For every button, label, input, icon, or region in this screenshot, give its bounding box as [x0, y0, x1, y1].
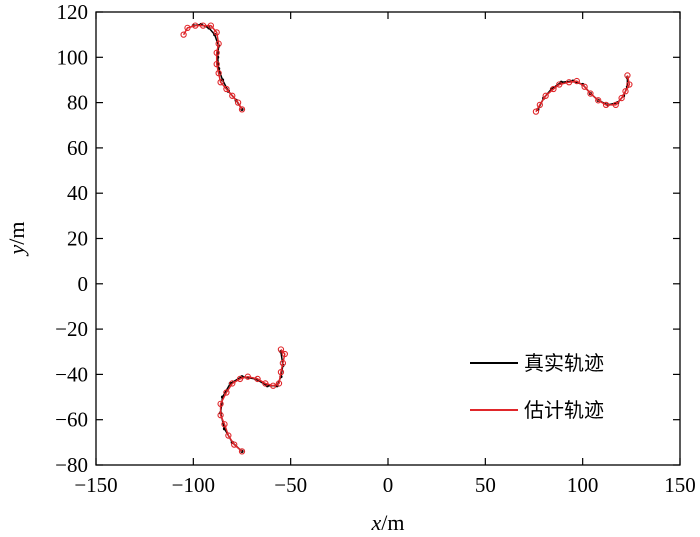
y-tick-label: 100: [57, 45, 89, 69]
estimated-point: [236, 375, 244, 383]
legend-label-estimated: 估计轨迹: [524, 398, 604, 422]
axis-tick-labels: −150 −100 −50 0 50 100 150 −80 −60 −40 −20 0 20 40 60 8…: [55, 0, 696, 497]
estimated-point: [215, 40, 222, 47]
estimated-point: [207, 22, 215, 29]
x-tick-label: 100: [567, 473, 599, 497]
x-axis-label-unit: /m: [381, 510, 404, 535]
y-axis-label-var: y: [4, 245, 29, 257]
estimated-point: [217, 412, 224, 419]
y-tick-label: 120: [57, 0, 89, 24]
y-tick-label: −40: [55, 362, 88, 386]
estimated-point: [229, 92, 236, 99]
y-tick-label: 80: [67, 91, 88, 115]
estimated-point: [277, 346, 285, 353]
estimated-point: [217, 400, 224, 407]
x-tick-label: 0: [383, 473, 394, 497]
estimated-point: [581, 83, 588, 90]
estimated-point: [262, 380, 269, 387]
estimated-point: [223, 389, 230, 396]
estimated-point: [281, 350, 288, 358]
estimated-point: [244, 373, 251, 380]
series-true-trajectory: [191, 22, 630, 454]
estimated-point: [223, 85, 230, 93]
trajectory-line-3: [219, 349, 286, 452]
axis-ticks: [95, 11, 681, 466]
estimated-point: [550, 85, 557, 93]
estimated-point: [565, 79, 573, 86]
x-tick-label: −150: [74, 473, 117, 497]
estimated-point: [229, 380, 236, 387]
x-axis-label-var: x: [371, 510, 382, 535]
x-axis-label: x/m: [371, 510, 405, 535]
estimated-point: [269, 382, 277, 389]
estimated-point: [192, 22, 199, 29]
estimated-point: [587, 90, 594, 97]
trajectory-line-1: [182, 24, 243, 110]
estimated-point: [231, 441, 238, 448]
estimated-point: [602, 101, 610, 109]
estimated-point: [277, 368, 285, 376]
x-tick-label: 50: [475, 473, 496, 497]
series-estimated-trajectory: [180, 22, 633, 455]
estimated-point: [595, 97, 602, 104]
estimated-point: [556, 81, 563, 88]
estimated-point: [275, 380, 283, 387]
series-layer: [180, 22, 633, 455]
y-tick-label: 40: [67, 181, 88, 205]
y-tick-label: 60: [67, 136, 88, 160]
estimated-point: [622, 88, 629, 95]
estimated-point: [536, 101, 543, 109]
estimated-point: [225, 432, 232, 439]
y-tick-label: 0: [78, 272, 89, 296]
estimated-point: [254, 375, 261, 383]
x-tick-label: −50: [274, 473, 307, 497]
y-tick-label: 20: [67, 227, 88, 251]
legend: 真实轨迹 估计轨迹: [470, 351, 604, 422]
x-tick-label: −100: [172, 473, 215, 497]
estimated-point: [542, 92, 549, 99]
y-axis-label: y/m: [4, 222, 29, 257]
estimated-point: [612, 101, 619, 109]
estimated-point: [213, 60, 220, 68]
estimated-point: [626, 81, 633, 88]
estimated-point: [279, 359, 287, 367]
estimated-point: [213, 29, 220, 36]
estimated-point: [573, 77, 580, 85]
estimated-point: [238, 106, 246, 113]
estimated-point: [532, 108, 540, 115]
trajectory-line-3: [219, 351, 284, 452]
estimated-point: [624, 72, 631, 79]
y-tick-label: −60: [55, 408, 88, 432]
y-axis-label-unit: /m: [4, 222, 29, 245]
legend-label-true: 真实轨迹: [524, 351, 604, 375]
x-tick-label: 150: [664, 473, 696, 497]
estimated-point: [618, 94, 625, 102]
estimated-point: [180, 31, 187, 38]
y-tick-label: −80: [55, 453, 88, 477]
estimated-point: [215, 70, 222, 77]
trajectory-line-2: [535, 75, 631, 113]
estimated-point: [234, 99, 242, 106]
estimated-point: [217, 79, 224, 86]
y-tick-label: −20: [55, 317, 88, 341]
estimated-point: [184, 24, 191, 32]
estimated-point: [221, 421, 228, 428]
estimated-point: [238, 448, 246, 455]
estimated-point: [213, 49, 220, 56]
estimated-point: [199, 22, 207, 29]
